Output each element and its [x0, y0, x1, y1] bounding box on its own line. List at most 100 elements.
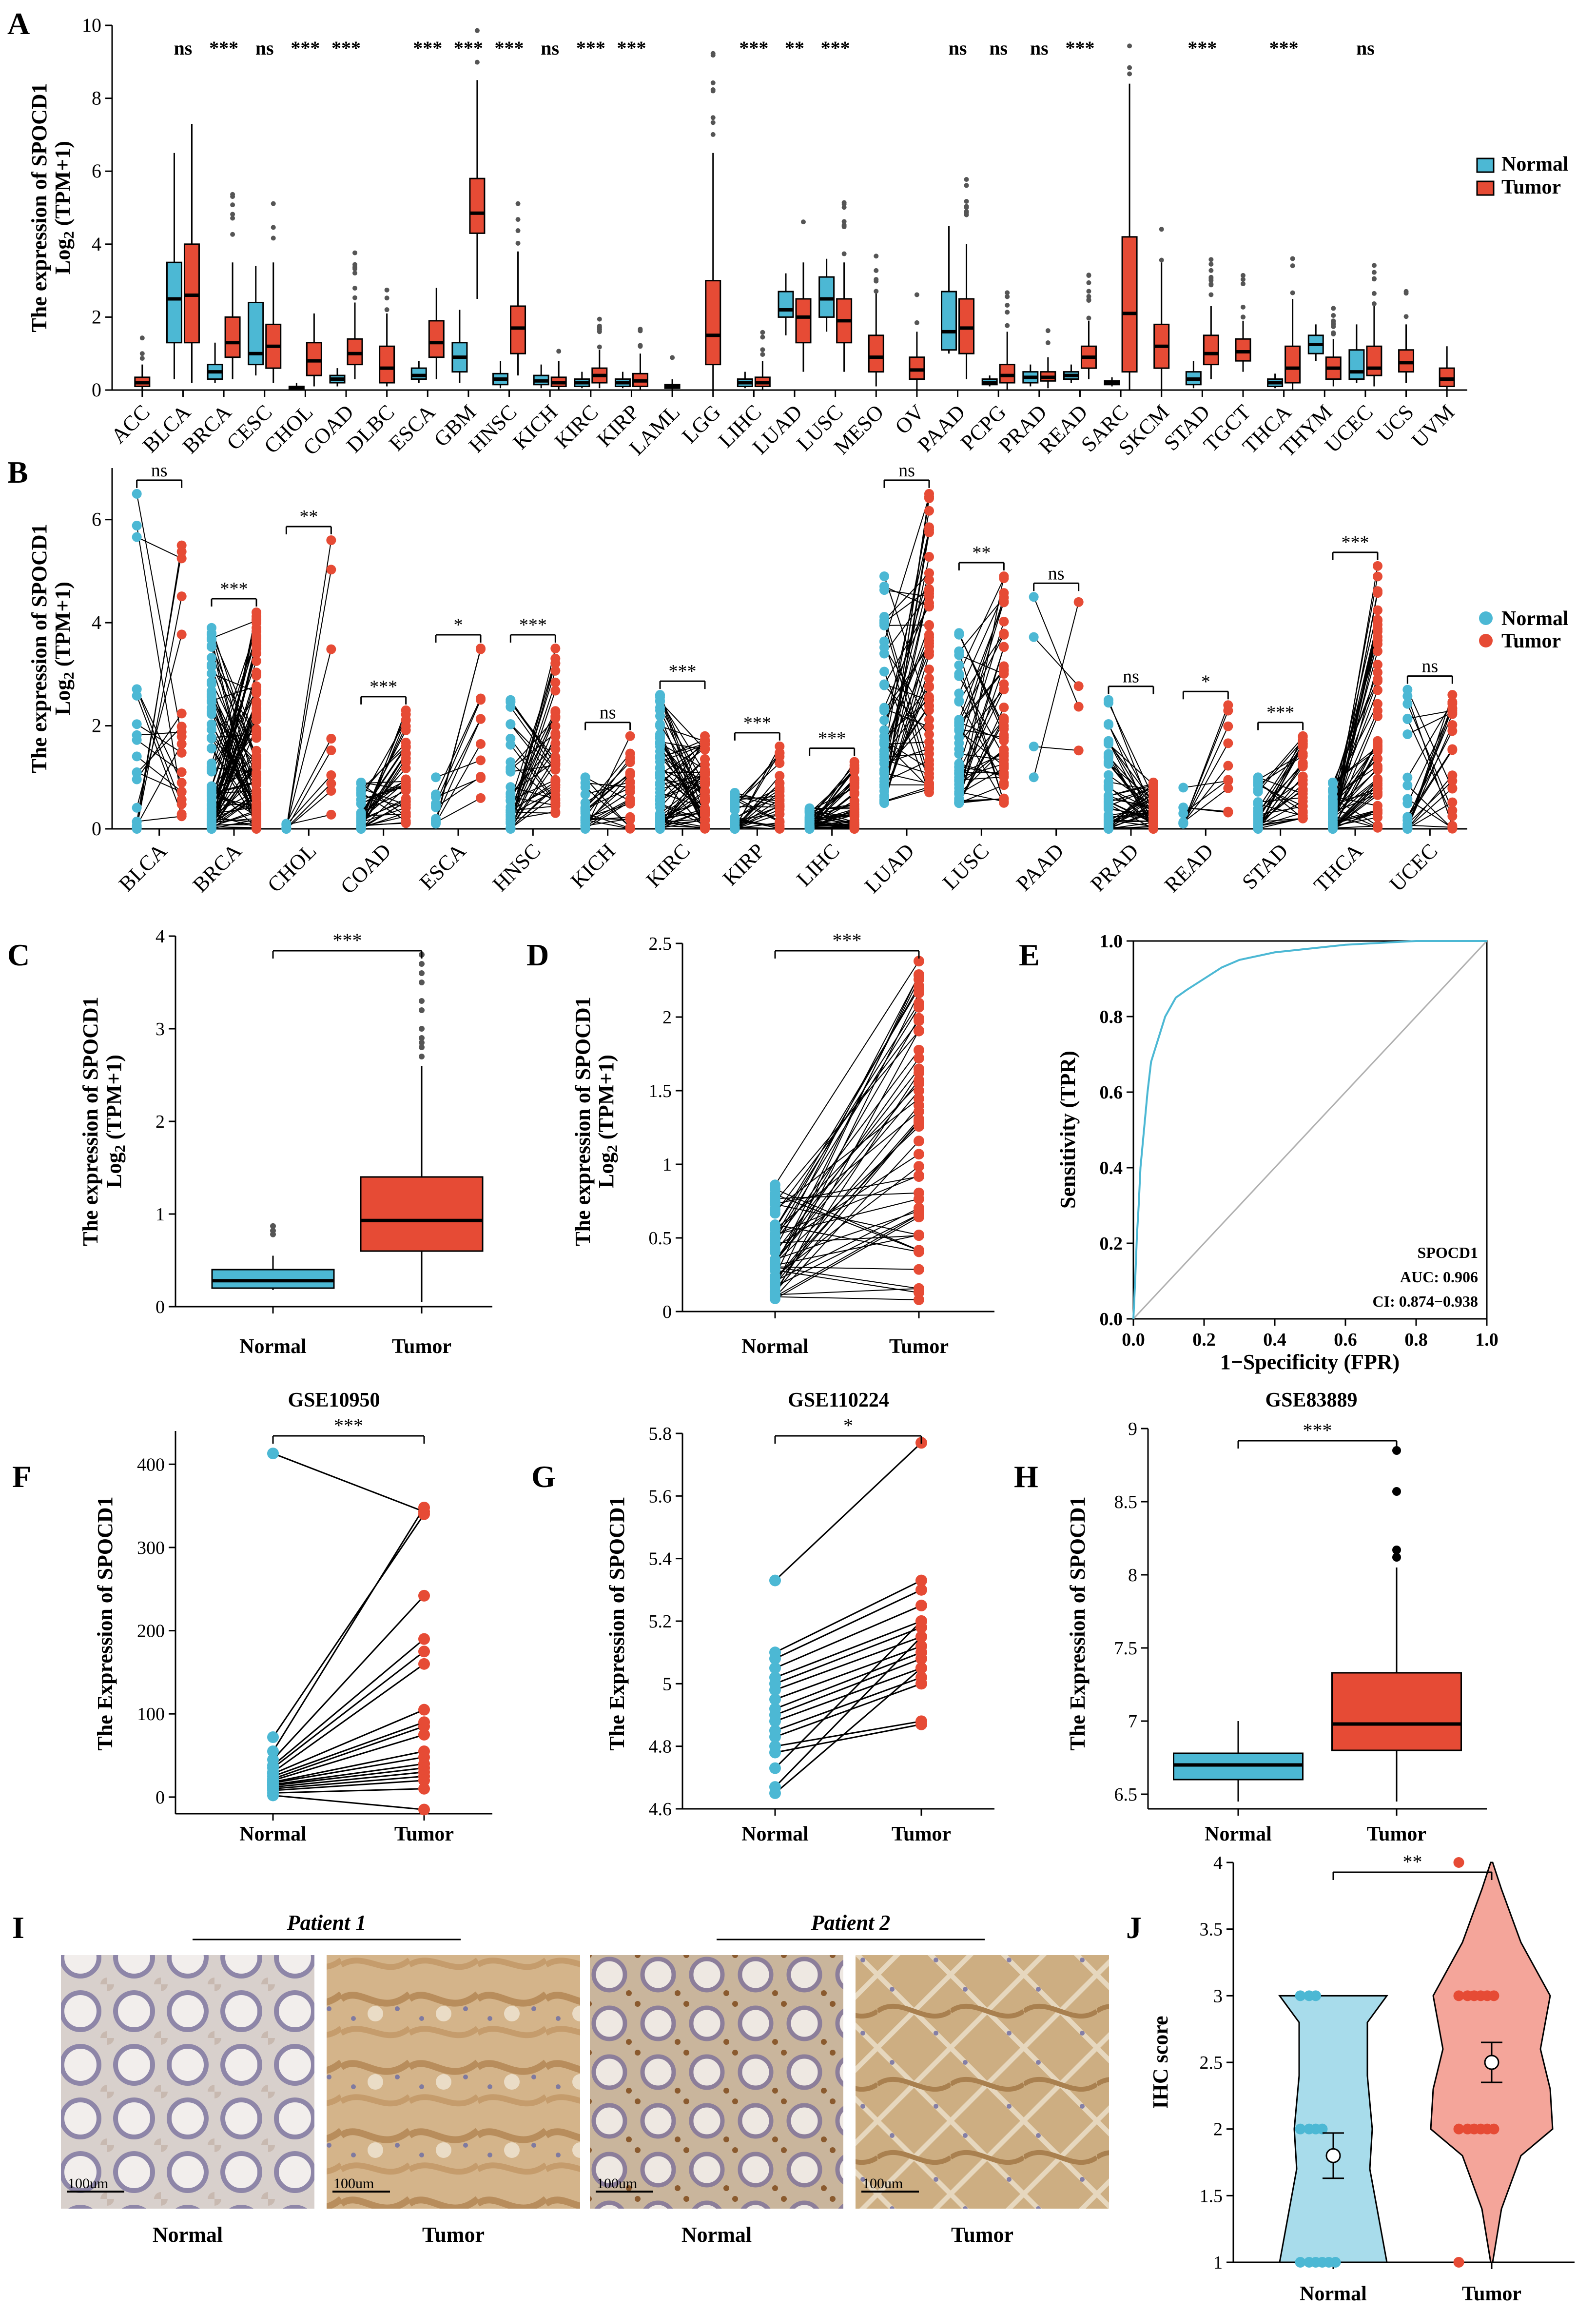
pair-line — [775, 1090, 919, 1262]
outlier-LGG — [710, 132, 716, 137]
point-tumor — [915, 1574, 927, 1587]
point-tumor — [1453, 2257, 1464, 2268]
y-tick-label: 4 — [156, 926, 165, 947]
significance-CHOL-label: ** — [299, 507, 318, 527]
outlier-HNSC — [515, 240, 521, 246]
outlier-PAAD — [964, 198, 969, 204]
legend-label-tumor: Tumor — [1501, 176, 1561, 198]
pair-line-LUSC — [958, 621, 1005, 768]
x-tick-label-Tumor: Tumor — [392, 1335, 451, 1358]
outlier-KIRC — [597, 325, 602, 330]
pair-line-LUAD — [884, 556, 930, 771]
point-normal — [770, 1196, 780, 1208]
point-tumor-LUAD — [924, 632, 934, 643]
point-tumor-READ — [1223, 783, 1233, 793]
outlier-BRCA — [230, 232, 235, 237]
pair-line — [775, 1111, 919, 1230]
pair-line-KICH — [584, 758, 631, 818]
pair-line — [272, 1771, 425, 1788]
outlier-THYM — [1331, 313, 1336, 318]
pair-line-HNSC — [510, 725, 556, 828]
pair-line-BRCA — [211, 759, 257, 820]
point-tumor-ESCA — [476, 772, 486, 782]
x-tick-label-READ: READ — [1160, 839, 1218, 897]
point-tumor-COAD — [401, 721, 411, 731]
outlier-STAD — [1208, 257, 1214, 262]
point-tumor-PRAD — [1148, 819, 1158, 829]
pair-line-LUAD — [884, 760, 930, 782]
point-tumor-BLCA — [176, 547, 187, 557]
pair-line — [775, 1658, 922, 1716]
pair-line — [775, 1166, 919, 1277]
pair-line-HNSC — [510, 712, 556, 818]
ihc-image-2 — [327, 1955, 580, 2209]
point-normal-THCA — [1328, 811, 1338, 821]
point-tumor-LUSC — [999, 596, 1009, 607]
significance-label: *** — [1303, 1419, 1332, 1441]
point-tumor-LUAD — [924, 620, 934, 630]
pair-line-HNSC — [510, 733, 556, 770]
significance-label: *** — [833, 929, 862, 951]
y-tick-label: 8.5 — [1114, 1492, 1138, 1512]
pair-line-UCEC — [1407, 775, 1453, 829]
pair-line-KICH — [584, 774, 631, 826]
outlier-BRCA — [230, 212, 235, 217]
outlier-PRAD — [1045, 340, 1051, 346]
point-tumor-LUAD — [924, 525, 934, 535]
pair-line-BRCA — [211, 633, 257, 791]
scale-bar-label: 100um — [333, 2175, 374, 2192]
pair-line-PRAD — [1108, 825, 1154, 829]
point-tumor — [914, 1161, 924, 1172]
point-normal-LUSC — [954, 769, 964, 779]
point-tumor-KIRP — [775, 791, 785, 801]
pair-line-PAAD — [1033, 602, 1079, 778]
box-tumor-PCPG-box — [999, 364, 1015, 384]
pair-line-THCA — [1332, 742, 1378, 817]
y-tick-label: 3.5 — [1200, 1920, 1223, 1940]
pair-line-UCEC — [1407, 708, 1453, 804]
box-tumor-SARC-box — [1121, 236, 1138, 373]
pair-line-BLCA — [136, 739, 182, 773]
pair-line — [775, 1192, 919, 1199]
point-normal-HNSC — [506, 697, 516, 707]
pair-line-KIRP — [734, 783, 780, 829]
pair-line-CHOL — [286, 649, 332, 828]
point-tumor-THCA — [1373, 561, 1382, 571]
point-normal-KIRP — [730, 814, 740, 824]
pair-line-STAD — [1258, 812, 1303, 827]
pair-line-PRAD — [1108, 702, 1154, 798]
pair-line-LIHC — [809, 786, 855, 819]
point-tumor-CHOL — [326, 779, 336, 789]
pair-line-STAD — [1258, 818, 1303, 823]
pair-line-BRCA — [211, 803, 257, 819]
point-normal-HNSC — [506, 792, 516, 802]
box-tumor-box — [1331, 1672, 1462, 1751]
y-axis-label: The Expression of SPOCD1 — [93, 1496, 117, 1750]
point-tumor — [1488, 2123, 1499, 2135]
outlier-STAD — [1208, 282, 1214, 288]
point-normal-BLCA — [132, 735, 142, 745]
x-tick-label-LGG: LGG — [677, 400, 725, 448]
pair-line-COAD — [361, 794, 406, 808]
outlier-LUSC — [841, 251, 847, 256]
point-tumor-THCA — [1373, 685, 1382, 695]
point-normal-ESCA — [431, 772, 441, 783]
pair-line-KICH — [585, 818, 630, 826]
pair-line-COAD — [361, 801, 407, 828]
y-tick-label: 6 — [92, 160, 101, 182]
point-normal-BRCA — [207, 660, 216, 670]
x-tick-label-UCEC: UCEC — [1385, 839, 1442, 896]
pair-line-COAD — [360, 746, 407, 791]
point-tumor-BRCA — [252, 729, 261, 739]
outlier-THYM — [1331, 330, 1336, 335]
pair-line — [775, 1296, 919, 1300]
y-tick-label: 1 — [662, 1155, 672, 1175]
point-tumor — [914, 1078, 924, 1089]
outlier-LUSC — [841, 200, 847, 205]
pair-line-BRCA — [211, 639, 257, 819]
box-tumor-UCS-box — [1398, 349, 1415, 373]
pair-line — [272, 1663, 425, 1773]
point-normal-HNSC — [506, 823, 516, 834]
pair-line-LUSC — [958, 721, 1005, 803]
pair-line-READ — [1183, 765, 1229, 823]
